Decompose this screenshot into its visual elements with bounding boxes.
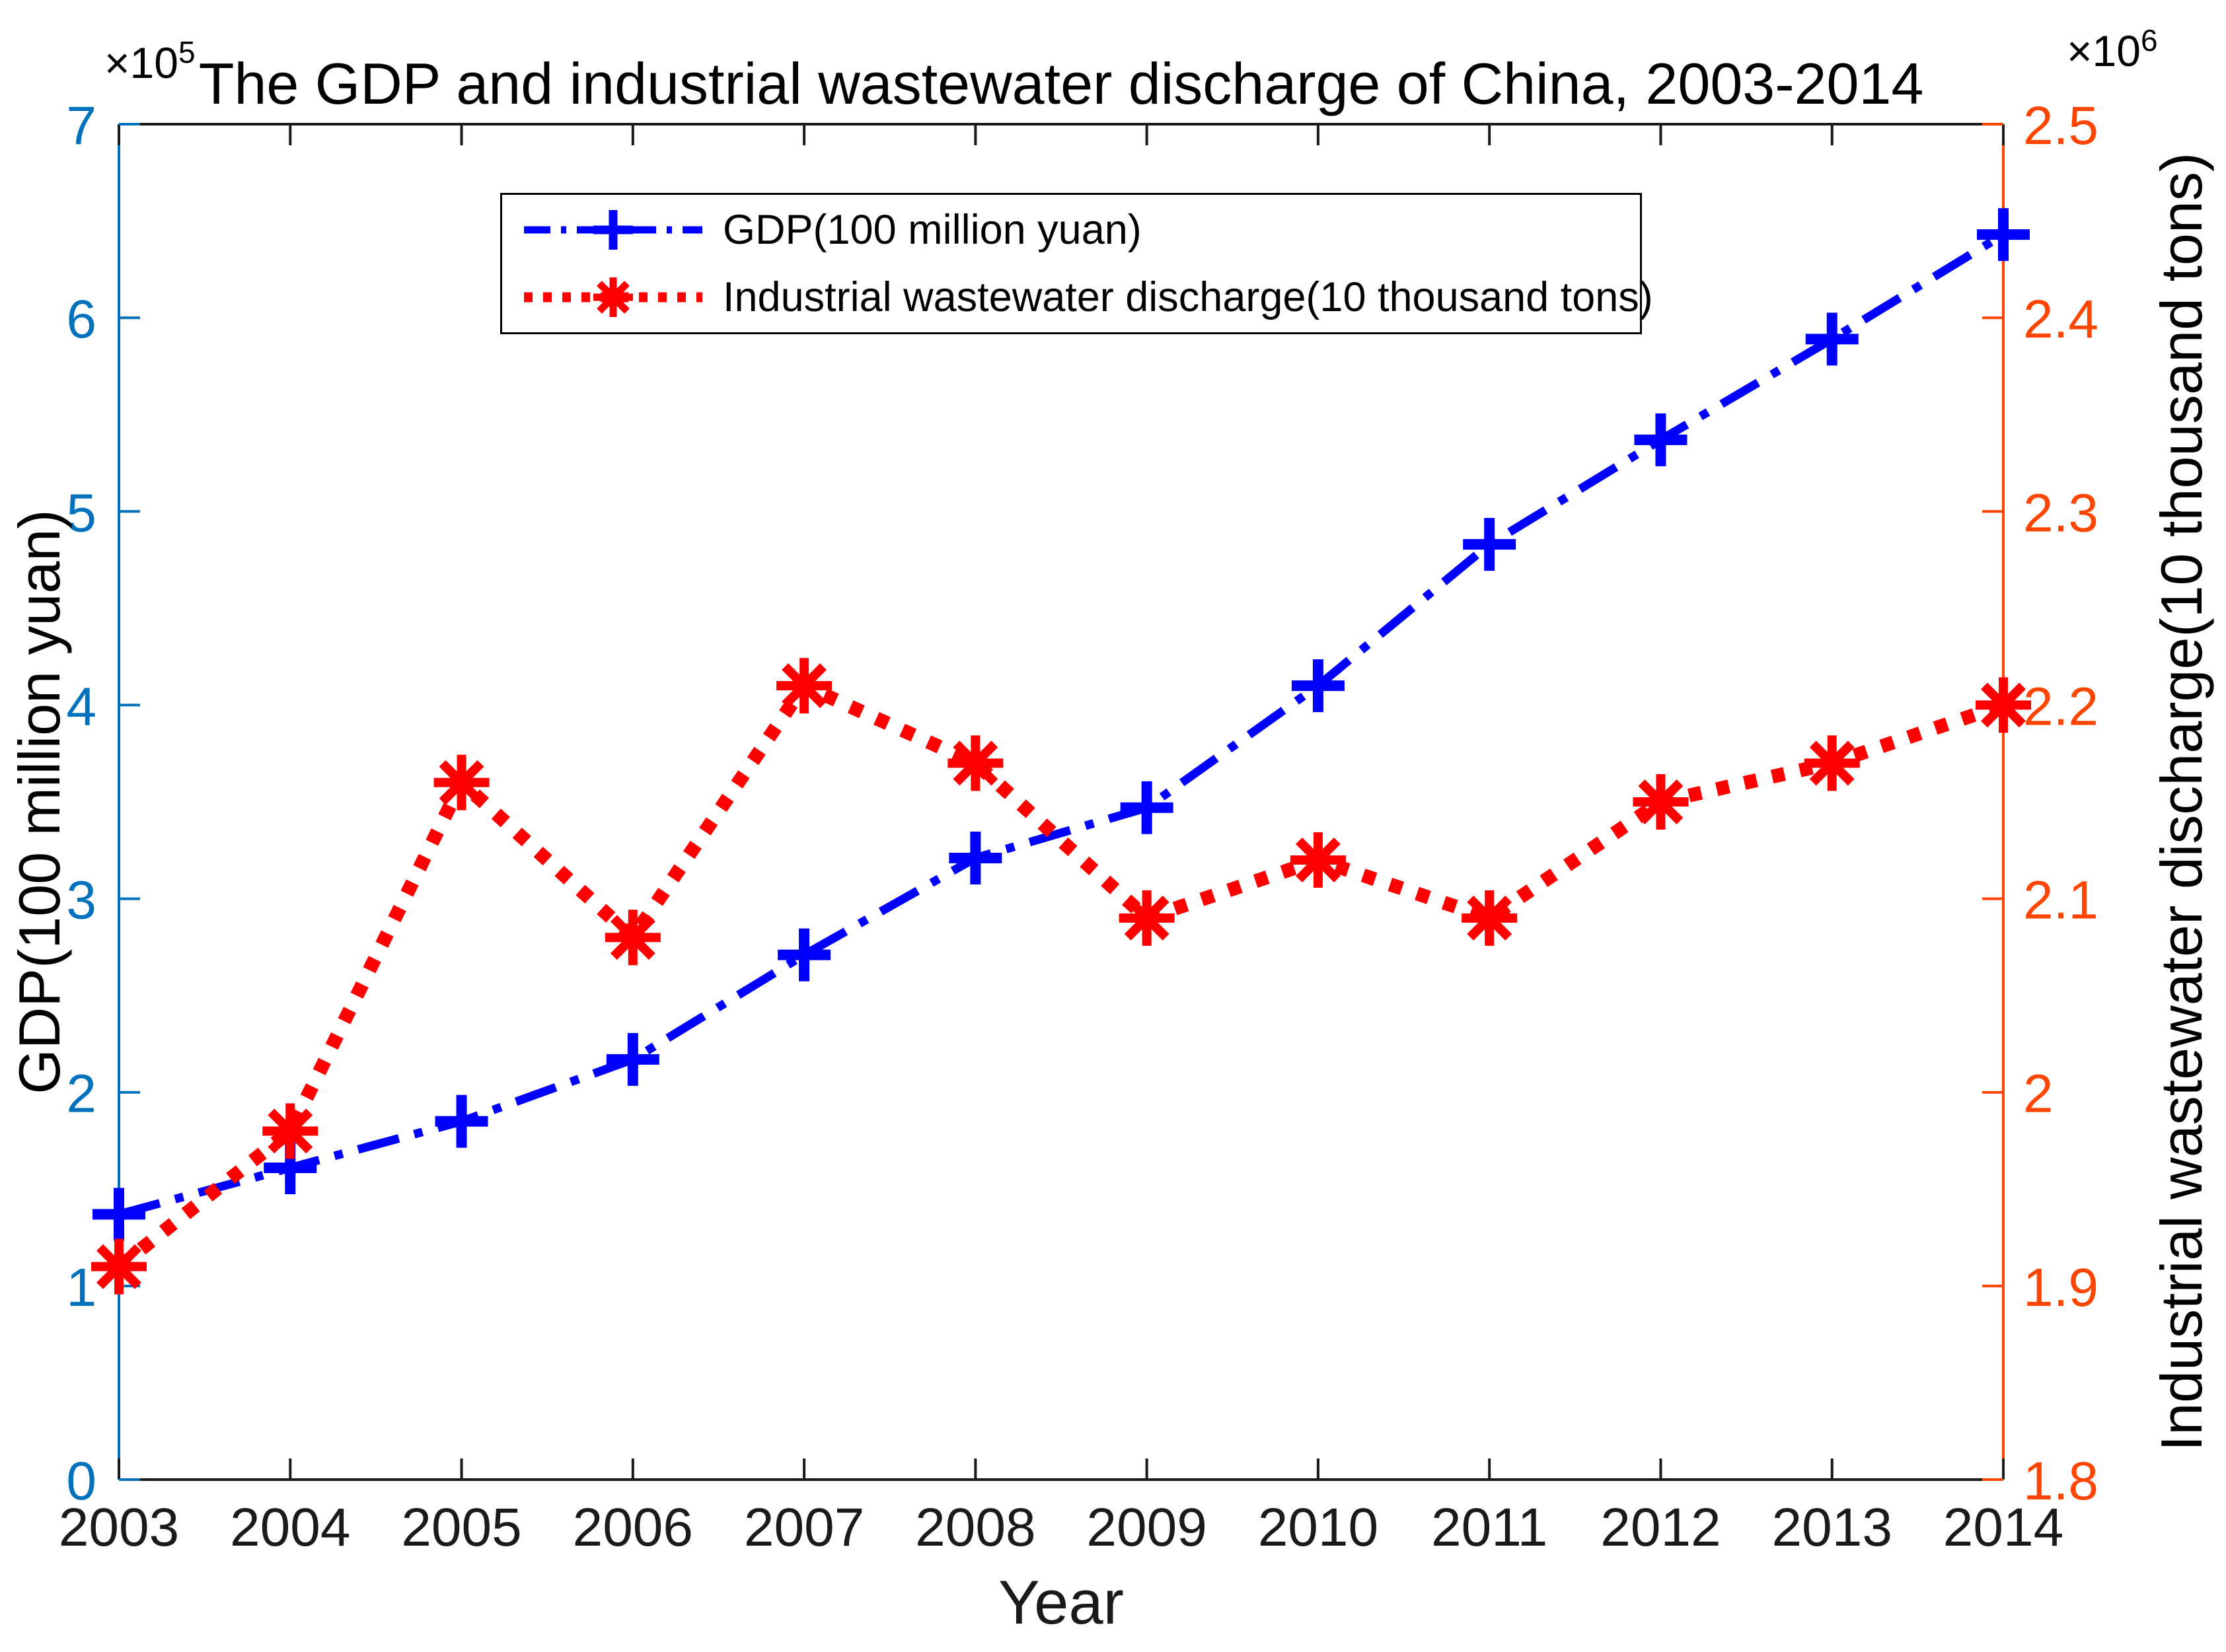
legend-box: GDP(100 million yuan) Industrial wastewa…: [500, 193, 1653, 334]
x-tick-label: 2003: [59, 1497, 179, 1558]
series-marker-wastewater: [610, 915, 655, 960]
x-tick-label: 2006: [573, 1497, 693, 1558]
series-marker-wastewater: [953, 740, 998, 786]
left-tick-label: 5: [66, 483, 96, 543]
right-axis-multiplier-base: ×10: [2067, 26, 2141, 75]
legend-item-gdp: GDP(100 million yuan): [521, 196, 1640, 264]
x-tick-label: 2008: [915, 1497, 1035, 1558]
right-tick-label: 2.2: [2023, 676, 2098, 736]
legend-sample-gdp-line: [524, 210, 702, 250]
series-marker-wastewater: [1809, 740, 1855, 786]
left-axis-multiplier-base: ×10: [104, 38, 178, 87]
left-axis-multiplier-exponent: 5: [178, 35, 196, 69]
series-marker-wastewater: [96, 1244, 141, 1289]
left-tick-label: 0: [66, 1451, 96, 1511]
left-axis-label: GDP(100 million yuan): [7, 509, 72, 1095]
x-tick-label: 2004: [230, 1497, 350, 1558]
right-tick-label: 2.4: [2023, 289, 2098, 349]
series-line-wastewater: [114, 676, 2006, 1272]
chart-title: The GDP and industrial wastewater discha…: [198, 51, 1924, 116]
left-tick-label: 6: [66, 289, 96, 349]
series-marker-wastewater: [782, 663, 827, 709]
legend-sample-asterisk: [597, 281, 630, 314]
left-tick-label: 4: [66, 676, 96, 736]
legend-sample-wastewater-line: [524, 277, 702, 317]
legend-item-wastewater: Industrial wastewater discharge(10 thous…: [521, 264, 1653, 331]
right-axis-label: Industrial wastewater discharge(10 thous…: [2149, 152, 2214, 1452]
left-tick-label: 2: [66, 1064, 96, 1124]
x-tick-label: 2012: [1600, 1497, 1721, 1558]
right-tick-label: 2.3: [2023, 483, 2098, 543]
series-marker-wastewater: [1467, 895, 1512, 941]
legend-item-label: GDP(100 million yuan): [723, 207, 1142, 253]
left-axis-multiplier: ×105: [104, 34, 196, 88]
series-line-gdp: [118, 231, 2006, 1219]
x-tick-label: 2010: [1258, 1497, 1378, 1558]
x-tick-label: 2007: [744, 1497, 864, 1558]
series-marker-wastewater: [1124, 895, 1169, 941]
x-tick-label: 2014: [1943, 1497, 2063, 1558]
right-tick-label: 2.1: [2023, 871, 2098, 931]
x-tick-label: 2011: [1431, 1497, 1547, 1558]
left-tick-label: 3: [66, 871, 96, 931]
series-marker-wastewater: [1295, 837, 1341, 882]
series-marker-wastewater: [439, 760, 484, 805]
series-marker-wastewater: [1981, 682, 2026, 728]
right-tick-label: 2: [2023, 1064, 2054, 1124]
series-marker-wastewater: [268, 1108, 313, 1154]
right-axis-multiplier: ×106: [2067, 22, 2158, 76]
right-tick-label: 1.9: [2023, 1258, 2098, 1318]
legend-item-label: Industrial wastewater discharge(10 thous…: [723, 274, 1653, 320]
left-tick-label: 7: [66, 96, 96, 156]
right-tick-label: 2.5: [2023, 96, 2098, 156]
series-marker-wastewater: [1638, 779, 1684, 824]
x-tick-label: 2009: [1086, 1497, 1206, 1558]
x-axis-label: Year: [998, 1567, 1124, 1637]
x-tick-label: 2013: [1772, 1497, 1892, 1558]
x-tick-label: 2005: [401, 1497, 521, 1558]
right-tick-label: 1.8: [2023, 1451, 2098, 1511]
right-axis-multiplier-exponent: 6: [2140, 23, 2158, 57]
